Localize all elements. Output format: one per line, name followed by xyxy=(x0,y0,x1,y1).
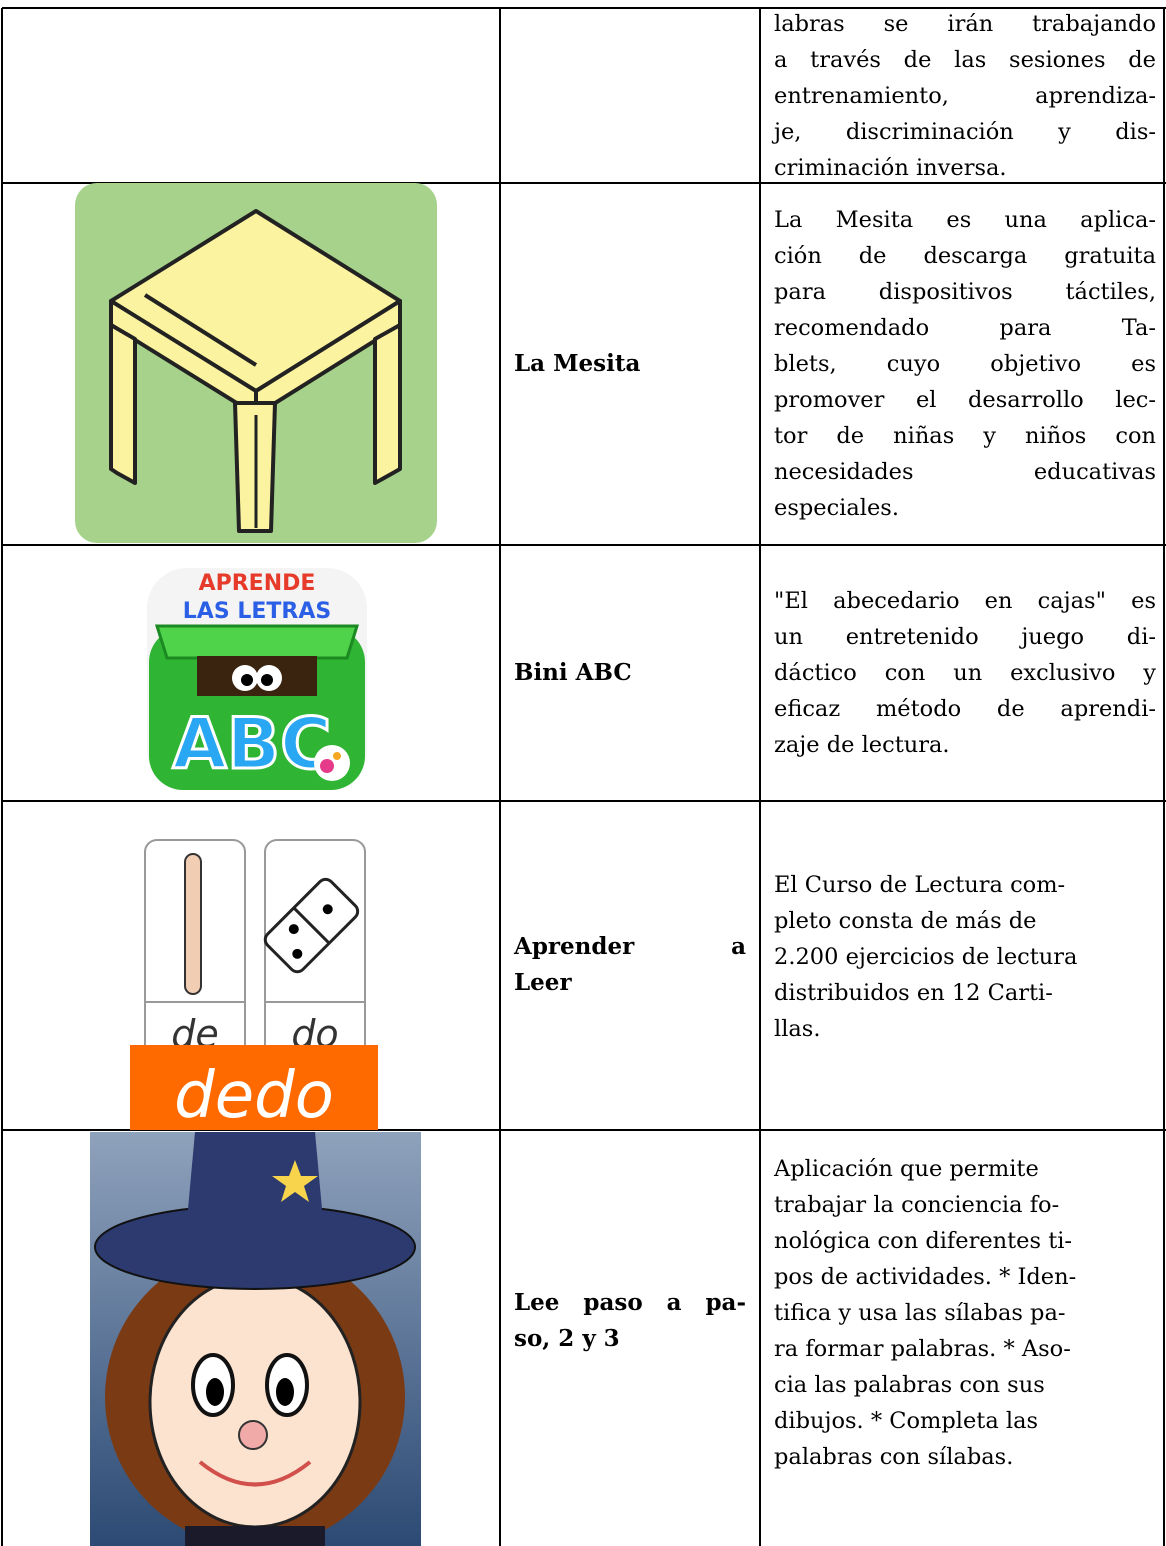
la-mesita-icon xyxy=(75,183,437,543)
name-cell: Lee paso a pa-so, 2 y 3 xyxy=(514,1131,746,1511)
app-name-line: Lee paso a pa- xyxy=(514,1289,746,1316)
table-border xyxy=(1163,8,1165,1546)
app-name-line: Aprender a xyxy=(514,933,746,960)
description-line: cia las palabras con sus xyxy=(774,1372,1045,1398)
table-border xyxy=(1,8,3,1546)
table-border xyxy=(2,7,1166,9)
table-border xyxy=(2,182,1166,184)
lee-paso-a-paso-icon xyxy=(90,1132,421,1546)
icon-text: dedo xyxy=(174,1059,334,1130)
description-line: a través de las sesiones de xyxy=(774,47,1156,73)
description-cell: Aplicación que permite trabajar la concie… xyxy=(774,1131,1156,1511)
description-line: llas. xyxy=(774,1016,821,1042)
table-border xyxy=(2,800,1166,802)
description-line: un entretenido juego di- xyxy=(774,624,1156,650)
app-name-line: Bini ABC xyxy=(514,659,632,686)
description-cell: "El abecedario en cajas" es un entretenid… xyxy=(774,546,1156,800)
description-line: El Curso de Lectura com- xyxy=(774,872,1066,898)
description-line: promover el desarrollo lec- xyxy=(774,387,1156,413)
description-line: entrenamiento, aprendiza- xyxy=(774,83,1156,109)
description-line: 2.200 ejercicios de lectura xyxy=(774,944,1078,970)
table-border xyxy=(2,1129,1166,1131)
name-cell: La Mesita xyxy=(514,184,746,544)
description-line: pleto consta de más de xyxy=(774,908,1037,934)
name-cell: Aprender a Leer xyxy=(514,802,746,1128)
description-line: ción de descarga gratuita xyxy=(774,243,1156,269)
description-line: especiales. xyxy=(774,495,900,521)
icon-text: APRENDE xyxy=(199,571,316,596)
description-line: palabras con sílabas. xyxy=(774,1444,1014,1470)
table-border xyxy=(2,544,1166,546)
description-line: distribuidos en 12 Carti- xyxy=(774,980,1053,1006)
description-line: necesidades educativas xyxy=(774,459,1156,485)
app-name-line: Leer xyxy=(514,969,572,996)
app-name-line: La Mesita xyxy=(514,350,641,377)
bini-abc-icon: APRENDE LAS LETRAS ABC xyxy=(147,568,367,790)
description-line: pos de actividades. * Iden- xyxy=(774,1264,1077,1290)
description-line: je, discriminación y dis- xyxy=(774,119,1156,145)
icon-text: ABC xyxy=(173,703,332,785)
description-line: recomendado para Ta- xyxy=(774,315,1156,341)
description-line: "El abecedario en cajas" es xyxy=(774,588,1156,614)
icon-text: LAS LETRAS xyxy=(183,599,331,624)
description-line: dibujos. * Completa las xyxy=(774,1408,1039,1434)
description-line: ra formar palabras. * Aso- xyxy=(774,1336,1071,1362)
description-line: para dispositivos táctiles, xyxy=(774,279,1156,305)
name-cell: Bini ABC xyxy=(514,546,746,800)
description-line: zaje de lectura. xyxy=(774,732,950,758)
app-name-line: so, 2 y 3 xyxy=(514,1325,620,1352)
description-line: tifica y usa las sílabas pa- xyxy=(774,1300,1066,1326)
description-line: tor de niñas y niños con xyxy=(774,423,1156,449)
table-border xyxy=(759,8,761,1546)
description-line: nológica con diferentes ti- xyxy=(774,1228,1073,1254)
table-border xyxy=(499,8,501,1546)
description-cell: La Mesita es una aplica-ción de descarga… xyxy=(774,184,1156,544)
description-line: Aplicación que permite xyxy=(774,1156,1039,1182)
description-cell: labras se irán trabajando a través de las… xyxy=(774,10,1156,182)
description-line: La Mesita es una aplica- xyxy=(774,207,1156,233)
description-line: dáctico con un exclusivo y xyxy=(774,660,1156,686)
description-line: trabajar la conciencia fo- xyxy=(774,1192,1060,1218)
description-line: eficaz método de aprendi- xyxy=(774,696,1156,722)
description-line: criminación inversa. xyxy=(774,155,1007,181)
description-line: blets, cuyo objetivo es xyxy=(774,351,1156,377)
aprender-a-leer-icon: de do dedo xyxy=(130,839,378,1130)
description-line: labras se irán trabajando xyxy=(774,11,1156,37)
description-cell: El Curso de Lectura com-pleto consta de … xyxy=(774,802,1156,1112)
